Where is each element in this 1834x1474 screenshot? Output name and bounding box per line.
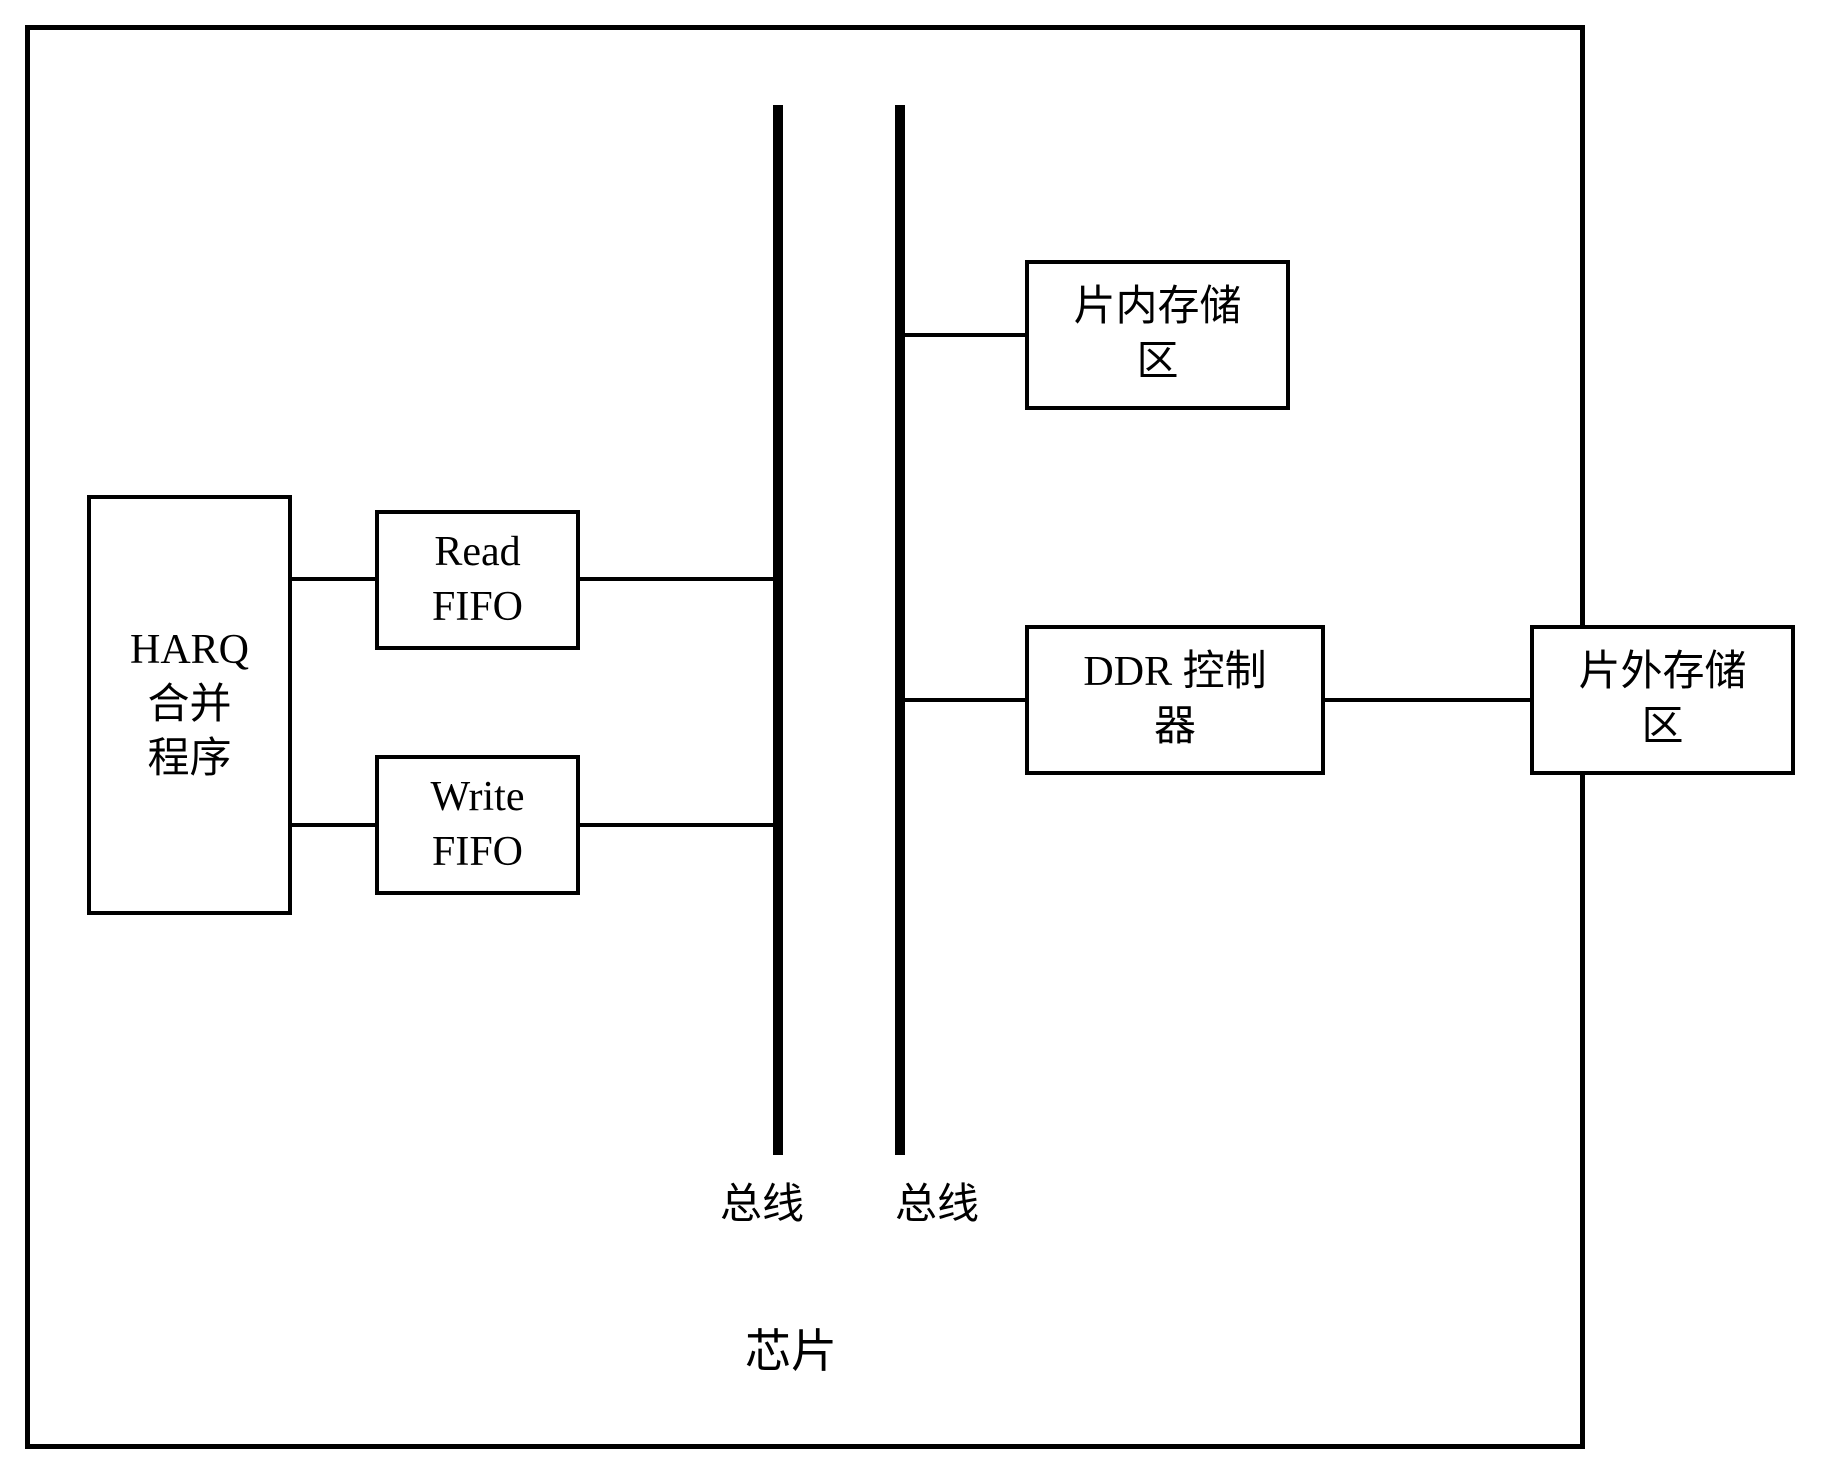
harq-block: HARQ 合并 程序 — [87, 495, 292, 915]
read-fifo-label: Read FIFO — [432, 525, 523, 634]
ddr-controller-block: DDR 控制 器 — [1025, 625, 1325, 775]
conn-bus-ddr — [905, 698, 1025, 702]
ddr-controller-label: DDR 控制 器 — [1083, 645, 1266, 754]
left-bus-label: 总线 — [720, 1170, 804, 1231]
conn-bus-onchip — [905, 333, 1025, 337]
harq-label: HARQ 合并 程序 — [130, 623, 249, 787]
read-fifo-block: Read FIFO — [375, 510, 580, 650]
right-bus-label: 总线 — [895, 1170, 979, 1231]
diagram-container: HARQ 合并 程序 Read FIFO Write FIFO 片内存储 区 D… — [25, 25, 1809, 1449]
conn-harq-read — [292, 577, 375, 581]
write-fifo-label: Write FIFO — [431, 770, 525, 879]
offchip-storage-block: 片外存储 区 — [1530, 625, 1795, 775]
conn-read-bus — [580, 577, 775, 581]
right-bus-line — [895, 105, 905, 1155]
offchip-storage-label: 片外存储 区 — [1578, 645, 1746, 754]
conn-harq-write — [292, 823, 375, 827]
write-fifo-block: Write FIFO — [375, 755, 580, 895]
left-bus-line — [773, 105, 783, 1155]
chip-label: 芯片 — [745, 1315, 837, 1381]
onchip-storage-label: 片内存储 区 — [1073, 280, 1241, 389]
onchip-storage-block: 片内存储 区 — [1025, 260, 1290, 410]
conn-ddr-offchip — [1325, 698, 1530, 702]
conn-write-bus — [580, 823, 775, 827]
